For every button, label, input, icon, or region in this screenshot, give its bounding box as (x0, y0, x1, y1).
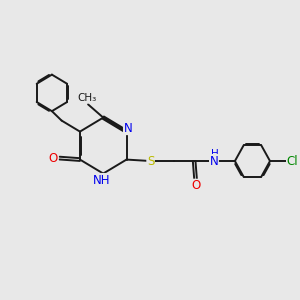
Text: N: N (210, 154, 218, 167)
Text: Cl: Cl (287, 154, 298, 167)
Text: O: O (191, 179, 200, 192)
Text: NH: NH (93, 173, 111, 187)
Text: O: O (49, 152, 58, 165)
Text: N: N (124, 122, 132, 135)
Text: H: H (211, 149, 219, 159)
Text: CH₃: CH₃ (77, 93, 96, 103)
Text: S: S (147, 154, 154, 167)
